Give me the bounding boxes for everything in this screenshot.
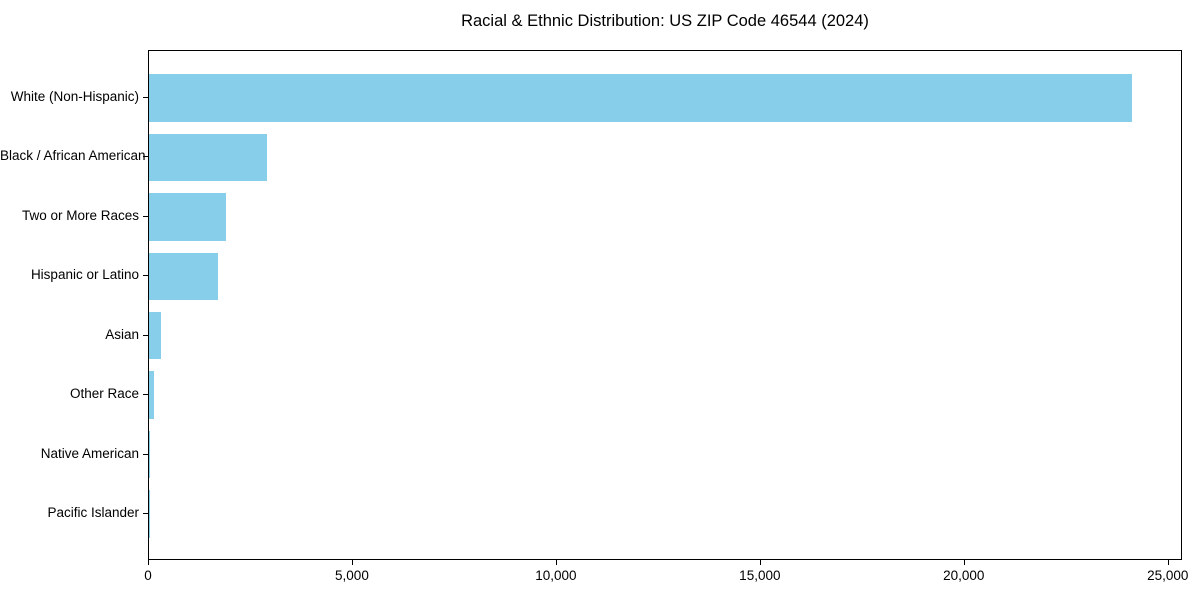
y-tick — [143, 275, 148, 277]
bar — [149, 252, 218, 301]
y-tick-label: Asian — [105, 326, 139, 342]
x-tick — [351, 560, 353, 565]
y-tick — [143, 513, 148, 515]
y-tick-label: Hispanic or Latino — [30, 267, 139, 283]
y-tick — [143, 453, 148, 455]
bars-layer — [149, 51, 1181, 559]
x-tick-label: 20,000 — [943, 568, 985, 583]
plot-area — [148, 50, 1182, 560]
x-tick-label: 10,000 — [535, 568, 577, 583]
y-tick — [143, 96, 148, 98]
x-tick-label: 5,000 — [335, 568, 369, 583]
x-tick-label: 0 — [144, 568, 152, 583]
x-tick-label: 25,000 — [1147, 568, 1189, 583]
x-tick — [759, 560, 761, 565]
y-tick-label: Two or More Races — [21, 207, 139, 223]
y-tick — [143, 156, 148, 158]
x-tick — [555, 560, 557, 565]
y-tick — [143, 394, 148, 396]
x-tick — [1167, 560, 1169, 565]
x-tick — [963, 560, 965, 565]
bar — [149, 74, 1132, 122]
bar — [149, 371, 155, 419]
y-tick-label: Pacific Islander — [47, 505, 139, 521]
y-tick-label: Black / African American — [0, 148, 146, 164]
bar — [149, 311, 162, 360]
bar — [149, 430, 150, 479]
bar — [149, 193, 227, 241]
y-tick — [143, 215, 148, 217]
chart-title: Racial & Ethnic Distribution: US ZIP Cod… — [461, 12, 869, 30]
y-tick-label: Other Race — [69, 386, 139, 402]
y-tick — [143, 334, 148, 336]
x-tick — [148, 560, 149, 565]
y-tick-label: Native American — [40, 445, 139, 461]
y-tick-label: White (Non-Hispanic) — [10, 88, 139, 104]
x-tick-label: 15,000 — [739, 568, 781, 583]
bar — [149, 133, 268, 182]
